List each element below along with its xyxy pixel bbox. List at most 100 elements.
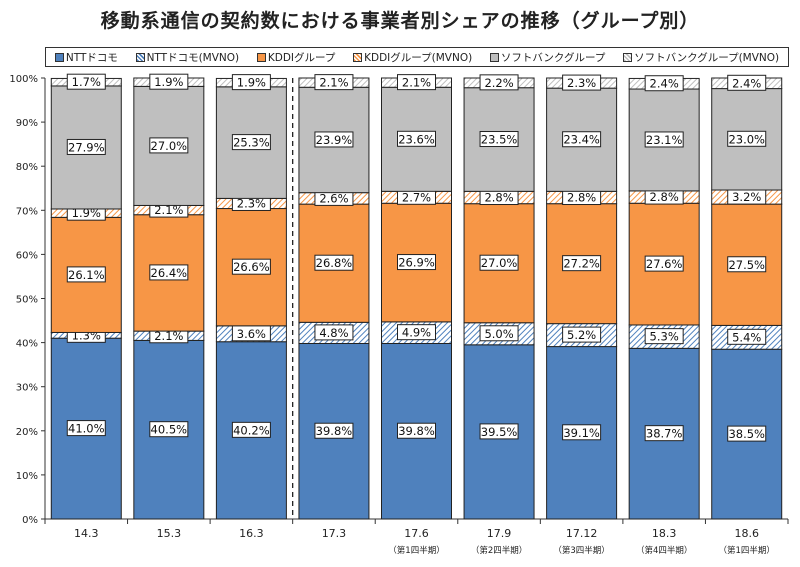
data-label: 23.5% (481, 133, 518, 147)
x-tick-label: 17.12 (566, 527, 598, 540)
data-label-box (644, 255, 684, 272)
x-tick-label: 17.3 (322, 527, 347, 540)
x-tick-label: 15.3 (157, 527, 182, 540)
legend: NTTドコモ NTTドコモ(MVNO) KDDIグループ KDDIグループ(MVNO)… (45, 47, 789, 67)
data-label: 27.0% (151, 139, 188, 153)
data-label-box (644, 75, 684, 92)
data-label-box (314, 324, 354, 341)
data-label: 26.4% (151, 266, 188, 280)
data-label: 1.9% (72, 206, 101, 220)
data-label-box (727, 425, 767, 442)
data-label: 4.9% (402, 326, 431, 340)
data-label: 39.5% (481, 425, 518, 439)
y-tick-label: 100% (9, 74, 38, 85)
data-label-box (562, 424, 602, 441)
y-tick-label: 60% (16, 250, 38, 261)
legend-swatch (256, 52, 266, 62)
data-label: 2.8% (484, 191, 513, 205)
data-label: 23.4% (563, 133, 600, 147)
x-sublabel: （第1四半期） (388, 545, 444, 556)
legend-label: ソフトバンクグループ (500, 51, 606, 64)
y-tick-label: 80% (16, 162, 38, 173)
data-label: 2.6% (319, 191, 348, 205)
data-label-box (397, 324, 436, 341)
data-label-box (231, 74, 271, 91)
data-label-box (644, 131, 684, 148)
data-label: 2.3% (237, 196, 266, 210)
x-sublabel: （第2四半期） (471, 545, 527, 556)
data-label: 41.0% (68, 422, 105, 436)
data-label: 26.1% (68, 268, 105, 282)
legend-item: ソフトバンクグループ (489, 50, 606, 65)
data-label-box (562, 326, 602, 343)
data-label: 2.8% (567, 191, 596, 205)
x-tick-label: 18.3 (652, 527, 677, 540)
data-label-box (231, 421, 271, 438)
data-label: 38.7% (646, 427, 683, 441)
legend-item: KDDIグループ (256, 50, 335, 65)
data-label-box (644, 425, 684, 442)
data-label-box (314, 254, 354, 271)
data-label: 40.5% (151, 423, 188, 437)
chart-title: 移動系通信の契約数における事業者別シェアの推移（グループ別） (100, 10, 700, 32)
data-label-box (397, 74, 436, 91)
data-label: 1.9% (237, 76, 266, 90)
legend-swatch (353, 52, 363, 62)
data-label: 3.2% (732, 190, 761, 204)
data-label-box (727, 256, 767, 273)
data-label: 3.6% (237, 327, 266, 341)
legend-item: NTTドコモ (54, 50, 118, 65)
data-label: 4.8% (319, 326, 348, 340)
x-tick-label: 17.9 (487, 527, 512, 540)
data-label-box (397, 254, 436, 271)
legend-label: NTTドコモ (65, 51, 118, 64)
data-label: 2.1% (402, 76, 431, 90)
data-label-box (314, 131, 354, 148)
data-label-box (231, 258, 271, 275)
data-label: 1.7% (72, 75, 101, 89)
data-label: 27.5% (728, 258, 765, 272)
data-label-box (66, 73, 106, 90)
data-label: 39.1% (563, 426, 600, 440)
data-label-box (479, 325, 519, 342)
data-label-box (231, 134, 271, 151)
data-label: 2.1% (319, 76, 348, 90)
legend-item: KDDIグループ(MVNO) (353, 50, 472, 65)
legend-swatch (489, 52, 499, 62)
legend-item: ソフトバンクグループ(MVNO) (623, 50, 779, 65)
data-label: 25.3% (233, 136, 270, 150)
data-label: 27.6% (646, 257, 683, 271)
x-sublabel: （第3四半期） (553, 545, 609, 556)
data-label-box (149, 73, 189, 90)
data-label: 5.0% (484, 327, 513, 341)
x-sublabel: （第1四半期） (719, 545, 775, 556)
data-label: 1.9% (154, 75, 183, 89)
data-label: 2.8% (650, 190, 679, 204)
data-label-box (149, 264, 189, 281)
y-tick-label: 90% (16, 118, 38, 129)
y-tick-label: 0% (22, 515, 38, 526)
data-label: 23.6% (398, 132, 435, 146)
legend-swatch (623, 52, 633, 62)
data-label: 23.1% (646, 133, 683, 147)
x-tick-label: 17.6 (404, 527, 429, 540)
data-label-box (644, 328, 684, 345)
data-label: 27.0% (481, 256, 518, 270)
y-tick-label: 70% (16, 206, 38, 217)
data-label-box (479, 423, 519, 440)
data-label: 40.2% (233, 423, 270, 437)
data-label-box (479, 74, 519, 91)
data-label-box (727, 328, 767, 345)
data-label-box (149, 137, 189, 154)
data-label: 2.2% (484, 76, 513, 90)
legend-swatch (54, 52, 64, 62)
x-tick-label: 18.6 (734, 527, 759, 540)
data-label-box (562, 255, 602, 272)
data-label-box (397, 422, 436, 439)
legend-label: KDDIグループ(MVNO) (364, 51, 473, 64)
data-label-box (397, 130, 436, 147)
data-label: 38.5% (728, 427, 765, 441)
data-label-box (66, 420, 106, 437)
data-label: 23.9% (316, 133, 353, 147)
